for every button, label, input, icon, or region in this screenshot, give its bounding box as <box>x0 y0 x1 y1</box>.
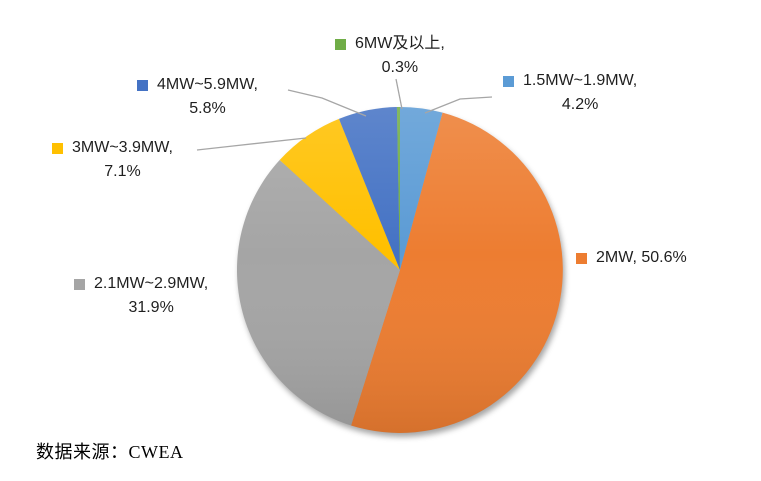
data-label-line1: 6MW及以上, <box>355 35 445 52</box>
legend-key-icon <box>137 80 148 91</box>
data-label-line2: 4.2% <box>561 96 599 113</box>
data-label-line2: 5.8% <box>189 100 226 117</box>
data-source-note: 数据来源：CWEA <box>36 442 184 462</box>
data-label-line1: 3MW~3.9MW, <box>72 139 173 156</box>
legend-key-icon <box>74 279 85 290</box>
data-label-6mw-and-above: 6MW及以上, 0.3% <box>335 32 445 80</box>
legend-key-icon <box>576 253 587 264</box>
data-label-line2: 7.1% <box>104 163 141 180</box>
data-label-line1: 2.1MW~2.9MW, <box>94 275 209 292</box>
data-label-2.1mw-2.9mw: 2.1MW~2.9MW, 31.9% <box>74 272 208 320</box>
legend-key-icon <box>52 143 63 154</box>
data-label-2mw: 2MW, 50.6% <box>576 246 687 270</box>
leader-lines-group <box>196 78 493 151</box>
data-label-4mw-5.9mw: 4MW~5.9MW, 5.8% <box>137 73 258 121</box>
data-label-3mw-3.9mw: 3MW~3.9MW, 7.1% <box>52 136 173 184</box>
leader-line-4mw <box>287 89 367 117</box>
data-label-line2: 31.9% <box>128 299 174 316</box>
pie-slices-group <box>236 107 563 433</box>
data-label-line1: 2MW, 50.6% <box>596 249 687 266</box>
data-label-line1: 1.5MW~1.9MW, <box>523 72 638 89</box>
data-label-line1: 4MW~5.9MW, <box>157 76 258 93</box>
leader-line-1.5mw <box>424 96 493 114</box>
leader-line-6mw <box>395 78 403 110</box>
legend-key-icon <box>503 76 514 87</box>
data-label-line2: 0.3% <box>381 59 419 76</box>
data-label-1.5mw-1.9mw: 1.5MW~1.9MW, 4.2% <box>503 69 637 117</box>
leader-line-3mw <box>196 137 307 151</box>
legend-key-icon <box>335 39 346 50</box>
